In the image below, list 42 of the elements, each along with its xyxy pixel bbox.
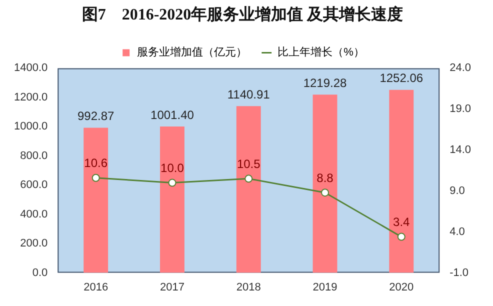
y2-tick-label: 14.0	[450, 144, 472, 156]
data-label: 10.5	[236, 156, 261, 171]
y-tick-label: 600.0	[20, 179, 48, 192]
legend-label: 服务业增加值（亿元）	[137, 46, 248, 59]
data-label: 10.0	[160, 161, 184, 176]
point	[321, 188, 330, 197]
y-tick-label: 1200.0	[14, 91, 48, 104]
data-label: 10.6	[84, 156, 108, 170]
data-label: 1001.40	[150, 108, 194, 122]
bar	[84, 128, 108, 273]
y-tick-label: 0.0	[32, 266, 48, 279]
data-label: 1219.28	[303, 76, 348, 90]
bar	[236, 106, 261, 273]
data-label: 8.8	[316, 170, 334, 185]
data-label: 1252.06	[380, 71, 424, 86]
bar	[389, 90, 414, 273]
bar	[312, 94, 338, 273]
point	[397, 232, 406, 241]
y2-tick-label: 4.0	[450, 226, 465, 238]
x-tick-label: 2016	[84, 281, 108, 294]
y2-tick-label: -1.0	[450, 266, 469, 279]
data-label: 3.4	[393, 215, 410, 230]
y-tick-label: 200.0	[20, 238, 48, 250]
y-tick-label: 800.0	[20, 150, 48, 162]
x-tick-label: 2020	[389, 281, 414, 294]
point	[244, 174, 253, 183]
y2-tick-label: 19.0	[450, 103, 472, 116]
y-tick-label: 1400.0	[14, 62, 48, 74]
y-tick-label: 400.0	[20, 208, 48, 220]
x-tick-label: 2019	[312, 281, 338, 294]
y2-tick-label: 24.0	[450, 62, 472, 74]
chart-title: 图7 2016-2020年服务业增加值 及其增长速度	[82, 4, 404, 24]
point	[92, 174, 100, 182]
x-tick-label: 2017	[160, 281, 184, 294]
point	[168, 178, 176, 187]
data-label: 1140.91	[227, 87, 270, 102]
y-tick-label: 1000.0	[14, 120, 48, 133]
data-label: 992.87	[77, 109, 115, 124]
bar	[160, 126, 184, 273]
x-tick-label: 2018	[236, 281, 261, 294]
legend-label: 比上年增长（%）	[278, 46, 364, 59]
y2-tick-label: 9.0	[450, 184, 465, 197]
